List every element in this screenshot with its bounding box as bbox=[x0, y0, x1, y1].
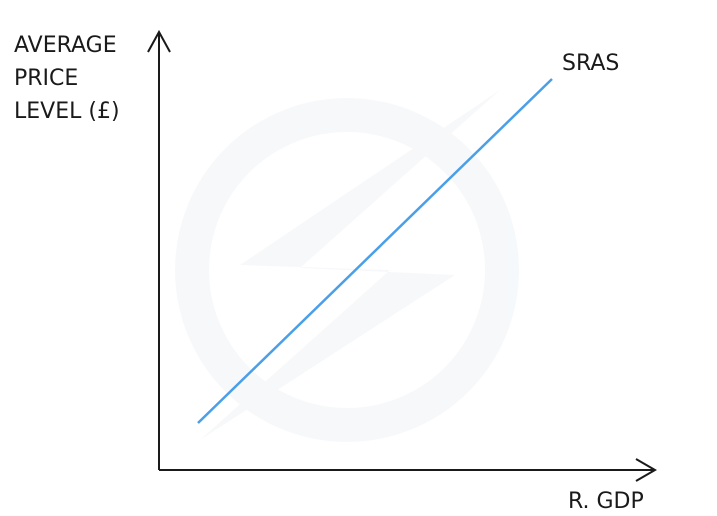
sras-curve bbox=[197, 78, 553, 424]
y-axis bbox=[147, 29, 171, 470]
x-axis bbox=[159, 458, 657, 482]
sras-label: SRAS bbox=[562, 51, 619, 76]
y-axis-label-line-3: LEVEL (£) bbox=[14, 99, 120, 124]
x-axis-arrow-icon bbox=[635, 458, 657, 482]
watermark-logo bbox=[175, 90, 519, 442]
x-axis-label: R. GDP bbox=[568, 489, 644, 514]
y-axis-label-line-2: PRICE bbox=[14, 66, 78, 91]
y-axis-arrow-icon bbox=[147, 29, 171, 53]
y-axis-label-line-1: AVERAGE bbox=[14, 33, 117, 58]
